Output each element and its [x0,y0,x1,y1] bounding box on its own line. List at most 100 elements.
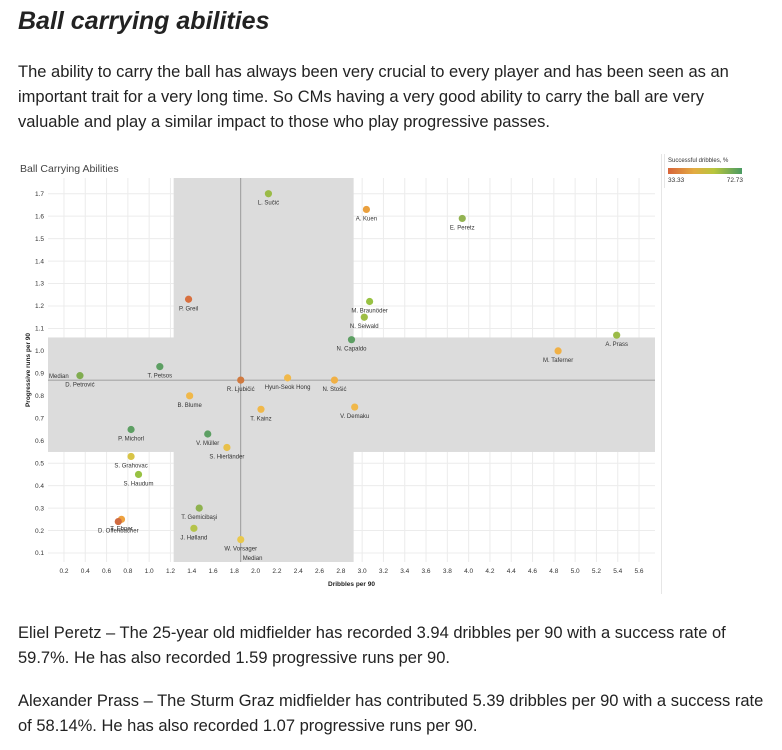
x-tick-label: 4.2 [485,568,494,575]
x-tick-label: 1.2 [166,568,175,575]
x-tick-label: 3.0 [358,568,367,575]
data-point [195,504,203,512]
data-point [330,376,339,384]
intro-paragraph: The ability to carry the ball has always… [18,63,729,131]
x-tick-label: 1.0 [145,568,154,575]
point-label: T. Petsos [147,374,172,380]
y-tick-label: 0.8 [35,393,44,400]
point-label: S. Haudum [124,481,154,487]
y-tick-label: 1.7 [35,191,44,198]
point-label: T. Gemicibaşi [181,515,217,521]
data-point [237,535,245,544]
median-y-label: Median [49,374,69,380]
point-label: A. Kuen [356,216,377,222]
y-tick-label: 0.4 [35,483,44,490]
x-tick-label: 3.8 [443,568,452,575]
point-label: S. Grahovac [114,463,147,469]
point-label: S. Hierländer [209,454,244,460]
y-tick-label: 0.7 [35,415,44,422]
y-tick-label: 0.2 [35,528,44,535]
x-tick-label: 4.4 [507,568,516,575]
point-label: T. Kainz [250,416,271,422]
data-point [360,313,368,321]
data-point [184,295,193,303]
y-tick-label: 1.6 [35,213,44,220]
data-point [156,363,164,371]
point-label: Hyun-Seok Hong [265,385,311,391]
data-point [134,470,143,479]
point-label: M. Taferner [543,358,573,364]
point-label: D. Offenbacher [98,529,139,535]
x-tick-label: 5.4 [613,568,622,575]
y-tick-label: 1.1 [35,326,44,333]
x-tick-label: 2.4 [294,568,303,575]
point-label: V. Müller [196,441,219,447]
color-legend: Successful dribbles, % 33.33 72.73 [664,154,745,188]
data-point [223,443,231,452]
x-tick-label: 0.8 [123,568,132,575]
x-tick-label: 5.2 [592,568,601,575]
point-label: L. Sučić [258,201,279,207]
point-label: T. Ebner [110,526,132,532]
data-point [554,347,562,355]
data-point [186,392,194,400]
scatter-chart-svg: Ball Carrying Abilities Median Median 0.2 0.… [20,163,655,588]
point-label: V. Demaku [340,414,369,420]
y-tick-label: 0.6 [35,438,44,445]
data-point [257,405,265,413]
x-tick-label: 2.0 [251,568,260,575]
x-tick-label: 1.6 [209,568,218,575]
data-point [366,297,374,306]
point-label: R. Ljubičić [227,387,255,393]
legend-max-label: 72.73 [726,177,743,184]
point-label: N. Stošić [322,387,346,393]
x-tick-label: 4.6 [528,568,537,575]
point-label: P. Michorl [118,437,144,443]
point-label: E. Peretz [450,225,475,231]
x-tick-label: 5.0 [571,568,580,575]
y-tick-label: 1.4 [35,258,44,265]
data-point [190,524,198,532]
median-x-label: Median [243,556,263,562]
y-tick-label: 1.3 [35,281,44,288]
x-tick-label: 1.4 [187,568,196,575]
y-axis-label: Progressive runs per 90 [25,333,32,407]
y-tick-label: 0.1 [35,550,44,557]
chart-title: Ball Carrying Abilities [20,163,119,175]
point-label: A. Prass [605,342,628,348]
x-tick-label: 4.8 [549,568,558,575]
peretz-paragraph: Eliel Peretz – The 25-year old midfielde… [18,624,726,667]
x-tick-label: 0.4 [81,568,90,575]
x-tick-label: 2.8 [336,568,345,575]
section-heading: Ball carrying abilities [18,7,270,35]
y-tick-label: 0.5 [35,460,44,467]
data-point [613,331,621,339]
x-tick-label: 5.6 [635,568,644,575]
legend-min-label: 33.33 [668,177,685,184]
x-tick-label: 1.8 [230,568,239,575]
y-tick-label: 1.0 [35,348,44,355]
point-label: M. Braunöder [351,309,387,315]
data-point [264,190,273,198]
y-tick-label: 0.9 [35,371,44,378]
scatter-chart: Ball Carrying Abilities Median Median 0.2 0.… [14,154,662,594]
y-tick-label: 1.2 [35,303,44,310]
point-label: N. Capaldo [336,347,367,353]
prass-paragraph: Alexander Prass – The Sturm Graz midfiel… [18,692,764,735]
data-point [284,374,292,382]
data-point [114,517,122,526]
data-point [458,214,466,223]
x-band [173,178,354,562]
x-tick-label: 3.4 [400,568,409,575]
x-tick-label: 2.2 [272,568,281,575]
data-point [362,205,371,214]
point-label: B. Blume [177,403,202,409]
x-tick-label: 0.2 [59,568,68,575]
y-tick-label: 0.3 [35,505,44,512]
x-tick-label: 3.2 [379,568,388,575]
point-label: J. Hølland [180,535,207,541]
data-point [347,336,356,344]
data-point [76,372,84,380]
point-label: P. Greil [179,306,198,312]
x-tick-label: 3.6 [422,568,431,575]
